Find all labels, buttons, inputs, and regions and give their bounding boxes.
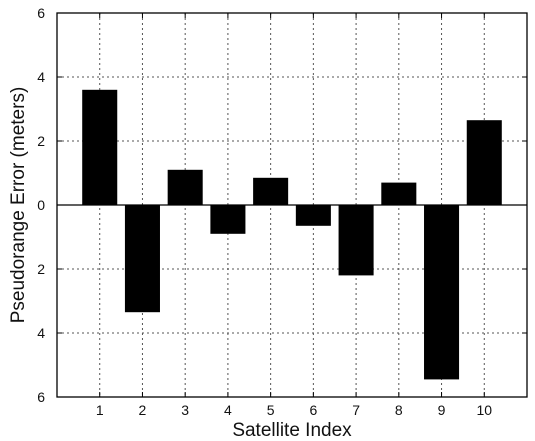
bar-satellite-10 — [466, 120, 502, 205]
x-tick-label: 3 — [181, 402, 189, 418]
x-tick-label: 8 — [395, 402, 403, 418]
x-tick-label: 9 — [438, 402, 446, 418]
x-tick-label: 4 — [224, 402, 232, 418]
y-tick-label: 2 — [37, 133, 45, 149]
bar-satellite-2 — [124, 205, 160, 313]
x-tick-label: 6 — [309, 402, 317, 418]
bar-satellite-7 — [338, 205, 374, 276]
bar-satellite-6 — [295, 205, 331, 226]
bar-satellite-1 — [82, 89, 118, 205]
bar-satellite-5 — [253, 177, 289, 205]
x-tick-label: 2 — [139, 402, 147, 418]
x-tick-label: 10 — [476, 402, 492, 418]
x-tick-labels: 1 2 3 4 5 6 7 8 9 10 — [96, 402, 492, 418]
x-tick-label: 5 — [267, 402, 275, 418]
bar-satellite-3 — [167, 169, 203, 205]
y-tick-labels: 6 4 2 0 2 4 6 — [37, 5, 45, 405]
bar-satellite-8 — [381, 182, 417, 205]
y-tick-label: 2 — [37, 261, 45, 277]
x-tick-label: 7 — [352, 402, 360, 418]
y-tick-label: 4 — [37, 69, 45, 85]
y-tick-label: 6 — [37, 389, 45, 405]
plot-frame — [56, 12, 528, 398]
y-axis-label: Pseudorange Error (meters) — [8, 87, 29, 324]
bar-satellite-9 — [424, 205, 460, 380]
bars — [82, 89, 502, 380]
bar-satellite-4 — [210, 205, 246, 234]
y-tick-label: 6 — [37, 5, 45, 21]
x-tick-label: 1 — [96, 402, 104, 418]
x-axis-label: Satellite Index — [232, 420, 352, 441]
y-tick-label: 4 — [37, 325, 45, 341]
y-tick-label: 0 — [37, 197, 45, 213]
